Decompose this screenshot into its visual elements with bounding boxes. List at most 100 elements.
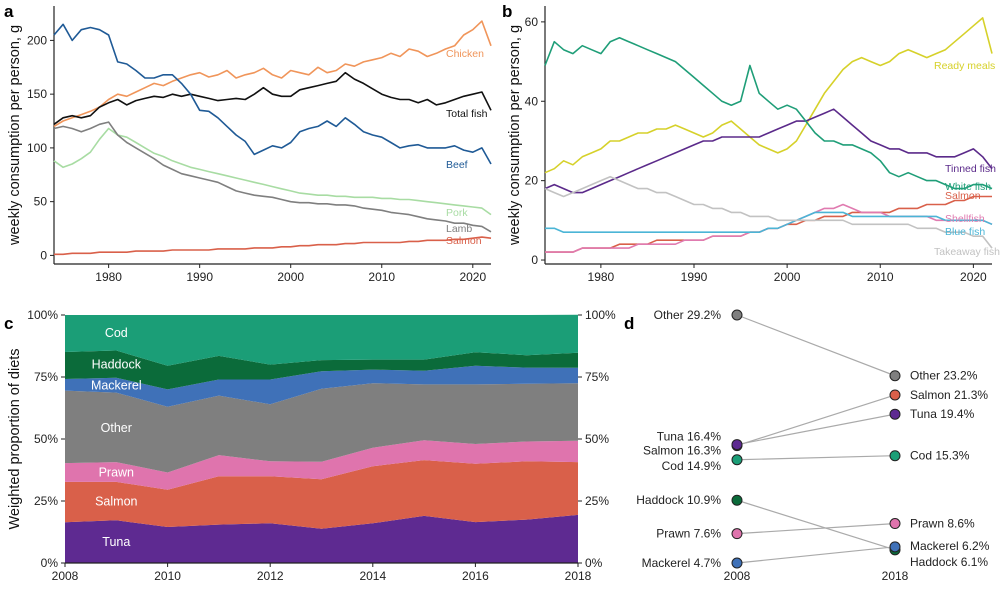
b-series-label-ready_meals: Ready meals (934, 60, 995, 72)
area-tuna (65, 514, 578, 563)
point-2018-salmon (889, 389, 901, 401)
b-x-tick-label: 1980 (588, 270, 615, 284)
point-2008-mackerel (731, 557, 743, 569)
slope-line-mackerel (736, 546, 896, 564)
a-x-tick-label: 1980 (95, 270, 122, 284)
a-y-tick-label: 50 (34, 195, 48, 209)
panel-c: Cod Haddock Mackerel Other Prawn Salmon Tuna 0%… (7, 308, 616, 583)
b-series-label-tinned_fish: Tinned fish (945, 163, 996, 175)
area-label-other: Other (101, 421, 132, 435)
b-x-tick-label: 2010 (867, 270, 894, 284)
a-series-label-pork: Pork (446, 207, 468, 219)
point-2008-prawn (731, 528, 743, 540)
c-x-tick-label: 2010 (154, 569, 181, 583)
b-series-label-blue_fish: Blue fish (945, 226, 985, 238)
label-2008-haddock: Haddock 10.9% (636, 493, 721, 507)
b-x-tick-label: 2000 (774, 270, 801, 284)
a-series-chicken (53, 20, 492, 128)
label-2018-haddock: Haddock 6.1% (910, 555, 988, 569)
area-mackerel (65, 365, 578, 407)
a-y-tick-label: 0 (40, 248, 47, 262)
b-series-tinned_fish (544, 108, 993, 194)
area-cod (65, 314, 578, 366)
label-2018-cod: Cod 15.3% (910, 449, 970, 463)
b-series-takeaway_fish (544, 175, 993, 249)
c-x-tick-label: 2018 (565, 569, 592, 583)
slope-line-prawn (736, 522, 896, 535)
point-2018-mackerel (889, 541, 901, 553)
slope-line-haddock (736, 499, 896, 551)
panel-a: 0 50 100 150 200 1980 1990 2000 2010 2020 weekly c… (7, 6, 492, 284)
label-2018-mackerel: Mackerel 6.2% (910, 539, 990, 553)
c-y-tick-label-right: 0% (585, 556, 603, 570)
point-2008-haddock (731, 494, 743, 506)
point-2008-cod (731, 454, 743, 466)
panel-b: 0 20 40 60 1980 1990 2000 2010 2020 weekly consum… (507, 6, 1000, 284)
label-2018-salmon: Salmon 21.3% (910, 388, 988, 402)
c-y-tick-label-right: 25% (585, 494, 609, 508)
a-series-lamb (53, 121, 492, 233)
a-y-tick-label: 200 (27, 33, 47, 47)
b-series-label-shellfish: Shellfish (945, 213, 985, 225)
b-series-label-takeaway_fish: Takeaway fish (934, 246, 1000, 258)
b-y-axis-title: weekly consumption per person, g (507, 25, 523, 246)
area-label-salmon: Salmon (95, 495, 137, 509)
b-y-tick-label: 40 (525, 94, 539, 108)
point-2018-tuna (889, 408, 901, 420)
a-x-tick-label: 2020 (459, 270, 486, 284)
b-x-tick-label: 2020 (960, 270, 987, 284)
c-y-axis-title: Weighted proportion of diets (7, 348, 23, 529)
b-series-white_fish (544, 36, 993, 190)
a-y-tick-label: 150 (27, 87, 47, 101)
c-y-tick-label: 50% (34, 432, 58, 446)
area-label-haddock: Haddock (92, 358, 142, 372)
a-series-label-salmon: Salmon (446, 235, 482, 247)
a-series-label-chicken: Chicken (446, 48, 484, 60)
a-series-label-total_fish: Total fish (446, 108, 488, 120)
a-y-axis-title: weekly consumption per person, g (7, 25, 23, 246)
panel-letter-d: d (624, 314, 634, 333)
slope-line-other (736, 314, 896, 377)
point-2018-cod (889, 450, 901, 462)
label-2018-prawn: Prawn 8.6% (910, 517, 975, 531)
point-2008-other (731, 309, 743, 321)
area-label-tuna: Tuna (102, 535, 130, 549)
panel-letter-c: c (4, 314, 13, 333)
label-2008-prawn: Prawn 7.6% (656, 527, 721, 541)
b-y-tick-label: 0 (531, 253, 538, 267)
slope-line-cod (736, 455, 896, 461)
c-y-tick-label: 25% (34, 494, 58, 508)
slope-line-salmon (736, 394, 896, 447)
c-y-tick-label-right: 75% (585, 370, 609, 384)
label-2018-other: Other 23.2% (910, 369, 978, 383)
label-2008-cod: Cod 14.9% (662, 459, 722, 473)
c-y-tick-label: 75% (34, 370, 58, 384)
panel-letter-b: b (502, 2, 512, 21)
b-y-tick-label: 60 (525, 15, 539, 29)
area-other (65, 383, 578, 473)
label-2008-tuna: Tuna 16.4% (657, 430, 722, 444)
area-prawn (65, 440, 578, 490)
b-series-blue_fish (545, 211, 993, 233)
a-x-tick-label: 1990 (186, 270, 213, 284)
area-label-prawn: Prawn (99, 465, 134, 479)
c-x-tick-label: 2012 (257, 569, 284, 583)
a-series-label-beef: Beef (446, 159, 468, 171)
a-x-tick-label: 2000 (277, 270, 304, 284)
area-label-mackerel: Mackerel (91, 379, 142, 393)
a-series-pork (53, 127, 492, 216)
c-y-tick-label-right: 50% (585, 432, 609, 446)
c-y-tick-label-right: 100% (585, 308, 616, 322)
area-label-cod: Cod (105, 326, 128, 340)
a-series-salmon (54, 236, 492, 256)
point-2018-prawn (889, 518, 901, 530)
b-series-label-salmon: Salmon (945, 190, 981, 202)
slope-line-tuna (736, 413, 896, 446)
d-x-label-2018: 2018 (882, 569, 909, 583)
area-salmon (65, 460, 578, 529)
b-x-tick-label: 1990 (681, 270, 708, 284)
b-series-ready_meals (544, 17, 993, 174)
label-2008-mackerel: Mackerel 4.7% (642, 556, 722, 570)
a-x-tick-label: 2010 (368, 270, 395, 284)
